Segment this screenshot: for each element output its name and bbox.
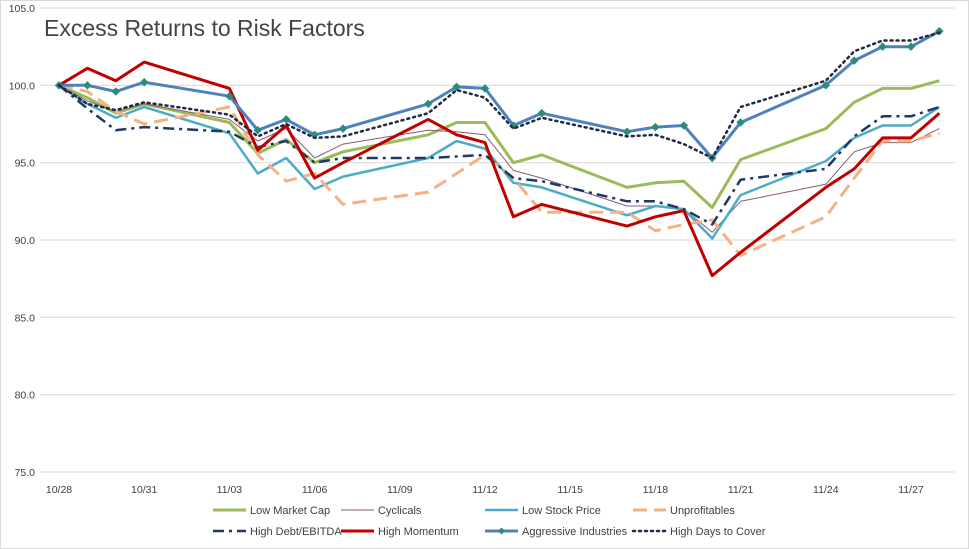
data-point-marker bbox=[452, 82, 461, 92]
data-point-marker bbox=[253, 125, 263, 135]
legend-label-high-days-to-cover: High Days to Cover bbox=[670, 526, 766, 538]
data-point-marker bbox=[849, 56, 859, 65]
legend-marker bbox=[498, 527, 505, 535]
x-tick-label: 10/31 bbox=[131, 484, 157, 496]
legend-label-low-market-cap: Low Market Cap bbox=[250, 505, 330, 517]
data-point-marker bbox=[139, 77, 149, 87]
legend-label-cyclicals: Cyclicals bbox=[378, 505, 422, 517]
y-tick-label: 85.0 bbox=[15, 312, 36, 324]
series-line-high-days-to-cover bbox=[57, 31, 941, 160]
y-tick-label: 90.0 bbox=[15, 235, 36, 247]
x-axis: 10/28 10/31 11/03 11/06 11/09 11/12 11/15 11/18… bbox=[46, 484, 924, 496]
x-tick-label: 11/27 bbox=[898, 484, 924, 496]
data-point-marker bbox=[480, 84, 490, 93]
legend-label-low-stock-price: Low Stock Price bbox=[522, 505, 601, 517]
data-point-marker bbox=[537, 108, 547, 118]
x-tick-label: 11/18 bbox=[643, 484, 669, 496]
data-point-marker bbox=[878, 42, 887, 52]
x-tick-label: 11/06 bbox=[302, 484, 328, 496]
series-line-high-momentum bbox=[58, 60, 941, 278]
series-line-aggressive-industries bbox=[59, 29, 941, 160]
data-point-marker bbox=[83, 80, 92, 90]
y-tick-label: 75.0 bbox=[15, 467, 36, 479]
series-line-high-debt-ebitda bbox=[58, 84, 940, 226]
data-point-marker bbox=[651, 122, 660, 132]
data-point-marker bbox=[111, 87, 121, 96]
series-group bbox=[54, 26, 944, 278]
y-tick-label: 80.0 bbox=[15, 390, 36, 402]
x-tick-label: 11/15 bbox=[557, 484, 583, 496]
x-tick-label: 11/24 bbox=[813, 484, 839, 496]
data-point-marker bbox=[821, 80, 831, 90]
series-line-low-market-cap bbox=[58, 79, 940, 209]
x-tick-label: 11/09 bbox=[387, 484, 413, 496]
data-point-marker bbox=[906, 42, 916, 52]
legend-label-high-debt-ebitda: High Debt/EBITDA bbox=[250, 526, 342, 538]
y-tick-label: 105.0 bbox=[9, 3, 35, 15]
data-point-marker bbox=[423, 99, 433, 109]
data-point-marker bbox=[225, 91, 234, 101]
data-point-marker bbox=[679, 121, 689, 130]
x-tick-label: 11/21 bbox=[728, 484, 754, 496]
chart-title: Excess Returns to Risk Factors bbox=[44, 15, 365, 41]
data-point-marker bbox=[736, 118, 745, 127]
y-tick-label: 100.0 bbox=[9, 80, 35, 92]
y-tick-label: 95.0 bbox=[15, 158, 36, 170]
series-line-unprofitables bbox=[58, 83, 940, 257]
series-line-cyclicals bbox=[58, 84, 940, 233]
data-point-marker bbox=[509, 121, 518, 130]
legend-label-unprofitables: Unprofitables bbox=[670, 505, 735, 517]
legend-label-aggressive-industries: Aggressive Industries bbox=[522, 526, 628, 538]
legend: Low Market Cap Cyclicals Low Stock Price Un… bbox=[213, 505, 766, 538]
data-point-marker bbox=[338, 124, 348, 133]
x-tick-label: 11/12 bbox=[472, 484, 498, 496]
x-tick-label: 11/03 bbox=[217, 484, 243, 496]
x-tick-label: 10/28 bbox=[46, 484, 72, 496]
legend-label-high-momentum: High Momentum bbox=[378, 526, 459, 538]
y-axis: 75.0 80.0 85.0 90.0 95.0 100.0 105.0 bbox=[9, 3, 35, 479]
